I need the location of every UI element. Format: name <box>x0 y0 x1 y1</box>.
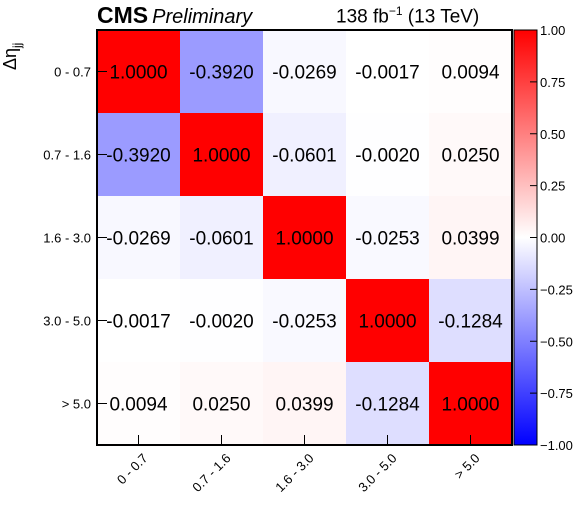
y-axis-ticks: 0 - 0.7 0.7 - 1.6 1.6 - 3.0 3.0 - 5.0 > 5.0 <box>43 65 107 412</box>
heatmap-cell <box>97 196 181 280</box>
x-tick-label: 0 - 0.7 <box>114 451 151 488</box>
heatmap-cell <box>429 362 513 446</box>
y-tick-label: 0 - 0.7 <box>54 65 91 80</box>
colorbar-tick-label: −0.75 <box>540 386 573 401</box>
x-tick-label: 0.7 - 1.6 <box>189 451 233 495</box>
cell-value-label: -0.0253 <box>355 229 419 250</box>
cell-value-label: -0.0601 <box>272 146 336 167</box>
colorbar-tick-label: −1.00 <box>540 438 573 453</box>
heatmap-cell <box>346 30 430 114</box>
cell-value-label: -0.0601 <box>189 229 253 250</box>
heatmap-cell <box>97 113 181 197</box>
y-axis-label: Δη <box>0 48 20 70</box>
cell-value-label: -0.0269 <box>272 63 336 84</box>
heatmap-cell <box>429 279 513 363</box>
heatmap-cell <box>429 30 513 114</box>
colorbar-tick-label: 0.00 <box>540 231 565 246</box>
heatmap-cell <box>180 196 264 280</box>
heatmap-cell <box>180 362 264 446</box>
lumi-exponent: −1 <box>388 4 403 18</box>
lumi-value: 138 fb <box>336 6 389 28</box>
cell-value-label: 0.0094 <box>109 395 168 416</box>
cell-value-label: -0.0020 <box>189 312 253 333</box>
experiment-name: CMS <box>97 2 149 28</box>
cell-value-label: 1.0000 <box>441 395 499 416</box>
luminosity-label: 138 fb−1 (13 TeV) <box>336 4 479 28</box>
cell-value-label: -0.1284 <box>355 395 420 416</box>
cell-value-label: 1.0000 <box>275 229 333 250</box>
experiment-label: CMS Preliminary <box>97 2 252 30</box>
cell-value-label: -0.0253 <box>272 312 336 333</box>
heatmap-cell <box>97 30 181 114</box>
heatmap-cell <box>180 113 264 197</box>
heatmap-cell <box>180 279 264 363</box>
heatmap-cells <box>97 30 513 446</box>
x-tick-label: 1.6 - 3.0 <box>272 451 316 495</box>
heatmap-cell <box>263 196 347 280</box>
heatmap-cell <box>429 113 513 197</box>
y-axis-label-subscript: jj <box>10 43 24 49</box>
cell-value-label: -0.0269 <box>106 229 170 250</box>
cell-value-label: -0.0017 <box>106 312 170 333</box>
cell-value-label: 1.0000 <box>358 312 416 333</box>
heatmap-cell <box>346 279 430 363</box>
cell-value-label: 0.0250 <box>441 146 499 167</box>
colorbar-tick-label: 1.00 <box>540 23 565 38</box>
cell-value-label: 0.0399 <box>275 395 333 416</box>
energy-label: (13 TeV) <box>407 6 480 28</box>
heatmap-cell-labels: 1.0000 -0.3920 -0.0269 -0.0017 0.0094 -0.3920… <box>106 63 503 416</box>
colorbar-tick-label: 0.50 <box>540 127 565 142</box>
heatmap-cell <box>263 279 347 363</box>
x-tick-label: 3.0 - 5.0 <box>355 451 399 495</box>
colorbar-tick-label: 0.75 <box>540 75 565 90</box>
heatmap-cell <box>429 196 513 280</box>
cell-value-label: -0.0020 <box>355 146 419 167</box>
colorbar-tick-label: −0.25 <box>540 282 573 297</box>
heatmap-cell <box>263 30 347 114</box>
heatmap-cell <box>97 362 181 446</box>
cell-value-label: 1.0000 <box>109 63 167 84</box>
heatmap-cell <box>263 362 347 446</box>
heatmap-cell <box>346 362 430 446</box>
heatmap-cell <box>346 196 430 280</box>
cell-value-label: 1.0000 <box>192 146 250 167</box>
heatmap-cell <box>97 279 181 363</box>
y-tick-label: > 5.0 <box>62 397 91 412</box>
cell-value-label: -0.3920 <box>189 63 253 84</box>
cell-value-label: 0.0399 <box>441 229 499 250</box>
cell-value-label: 0.0094 <box>441 63 500 84</box>
cell-value-label: -0.0017 <box>355 63 419 84</box>
colorbar-tick-label: −0.50 <box>540 334 573 349</box>
cell-value-label: -0.1284 <box>438 312 503 333</box>
heatmap-cell <box>263 113 347 197</box>
y-tick-label: 3.0 - 5.0 <box>43 314 91 329</box>
y-axis-title: Δη jj <box>0 43 24 70</box>
cell-value-label: -0.3920 <box>106 146 170 167</box>
colorbar-ticks: 1.00 0.75 0.50 0.25 0.00 −0.25 −0.50 −0.75 −1.00 <box>530 23 573 453</box>
y-tick-label: 1.6 - 3.0 <box>43 231 91 246</box>
heatmap-cell <box>180 30 264 114</box>
x-tick-label: > 5.0 <box>451 451 482 482</box>
cell-value-label: 0.0250 <box>192 395 250 416</box>
heatmap-cell <box>346 113 430 197</box>
colorbar-tick-label: 0.25 <box>540 179 565 194</box>
status-label: Preliminary <box>152 6 253 28</box>
y-tick-label: 0.7 - 1.6 <box>43 148 91 163</box>
